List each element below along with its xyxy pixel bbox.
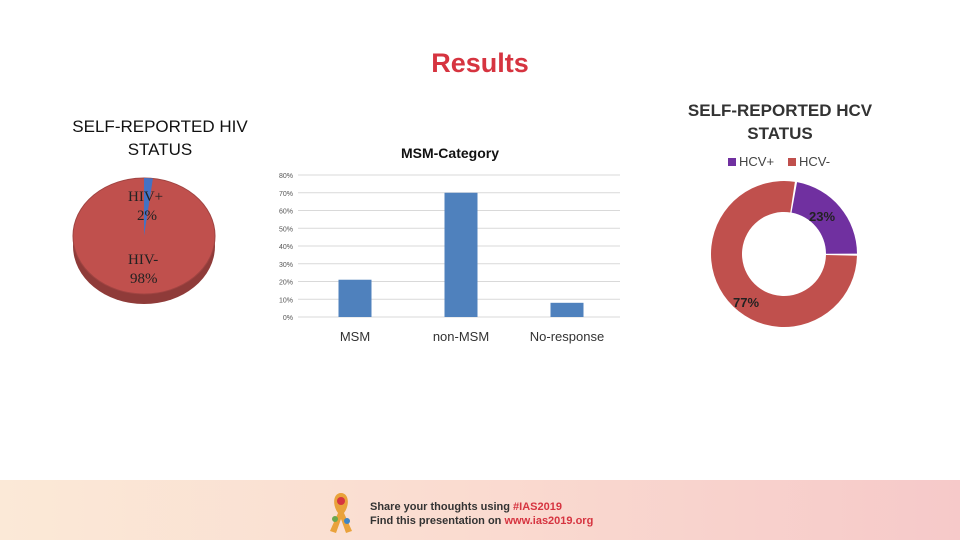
- hcv-data-label-positive: 23%: [809, 209, 835, 224]
- bar-non-msm: [444, 192, 478, 317]
- bar-no-response: [550, 302, 584, 317]
- hiv-positive-name: HIV+: [128, 189, 164, 205]
- hiv-positive-label: HIV+ 2%: [128, 188, 163, 226]
- hcv-donut-slice-positive: [791, 182, 857, 254]
- bar-y-tick-label: 40%: [279, 244, 293, 251]
- hcv-legend: HCV+ HCV-: [728, 154, 830, 169]
- legend-label-hcv-positive: HCV+: [739, 154, 774, 169]
- bar-y-tick-label: 80%: [279, 173, 293, 180]
- hiv-negative-name: HIV-: [128, 252, 159, 268]
- footer-hashtag: #IAS2019: [513, 501, 562, 513]
- bar-category-labels: MSM non-MSM No-response: [340, 329, 604, 344]
- ribbon-logo-icon: [330, 493, 352, 533]
- bar-y-tick-label: 10%: [279, 297, 293, 304]
- bar-marks: [338, 192, 584, 317]
- legend-label-hcv-negative: HCV-: [799, 154, 830, 169]
- hiv-positive-value: 2%: [137, 208, 157, 224]
- bar-category-label: MSM: [340, 329, 370, 344]
- bar-y-tick-label: 0%: [283, 315, 293, 322]
- bar-msm: [338, 279, 372, 317]
- bar-category-label: non-MSM: [433, 329, 489, 344]
- hcv-chart-title: SELF-REPORTED HCV STATUS: [687, 101, 873, 143]
- hiv-pie: [72, 177, 216, 304]
- footer-find-text: Find this presentation on: [370, 515, 505, 527]
- hcv-donut: 23% 77%: [711, 181, 857, 327]
- footer-line-share: Share your thoughts using #IAS2019: [370, 500, 593, 514]
- hiv-pie-slice-positive: [144, 178, 153, 236]
- footer-link[interactable]: www.ias2019.org: [504, 515, 594, 527]
- hcv-data-label-negative: 77%: [733, 295, 759, 310]
- legend-swatch-hcv-positive: [728, 158, 736, 166]
- bar-y-ticks: 0% 10% 20% 30% 40% 50% 60% 70% 80%: [279, 173, 293, 322]
- hcv-donut-slice-negative: [711, 181, 857, 327]
- bar-y-tick-label: 50%: [279, 226, 293, 233]
- bar-y-tick-label: 70%: [279, 191, 293, 198]
- footer-line-find: Find this presentation on www.ias2019.or…: [370, 514, 593, 528]
- bar-y-tick-label: 20%: [279, 280, 293, 287]
- slide-title: Results: [431, 48, 529, 78]
- msm-chart-title: MSM-Category: [400, 145, 499, 161]
- hiv-negative-value: 98%: [130, 271, 158, 287]
- legend-swatch-hcv-negative: [788, 158, 796, 166]
- bar-y-tick-label: 30%: [279, 262, 293, 269]
- conference-footer: [0, 480, 960, 540]
- msm-bar-chart: 0% 10% 20% 30% 40% 50% 60% 70% 80% MSM non-MSM No-…: [279, 173, 620, 344]
- hiv-chart-title: SELF-REPORTED HIV STATUS: [72, 117, 248, 159]
- footer-share-text: Share your thoughts using: [370, 501, 514, 513]
- bar-y-tick-label: 60%: [279, 209, 293, 216]
- hiv-negative-label: HIV- 98%: [128, 251, 158, 289]
- bar-category-label: No-response: [530, 329, 604, 344]
- footer-text: Share your thoughts using #IAS2019 Find …: [370, 500, 593, 528]
